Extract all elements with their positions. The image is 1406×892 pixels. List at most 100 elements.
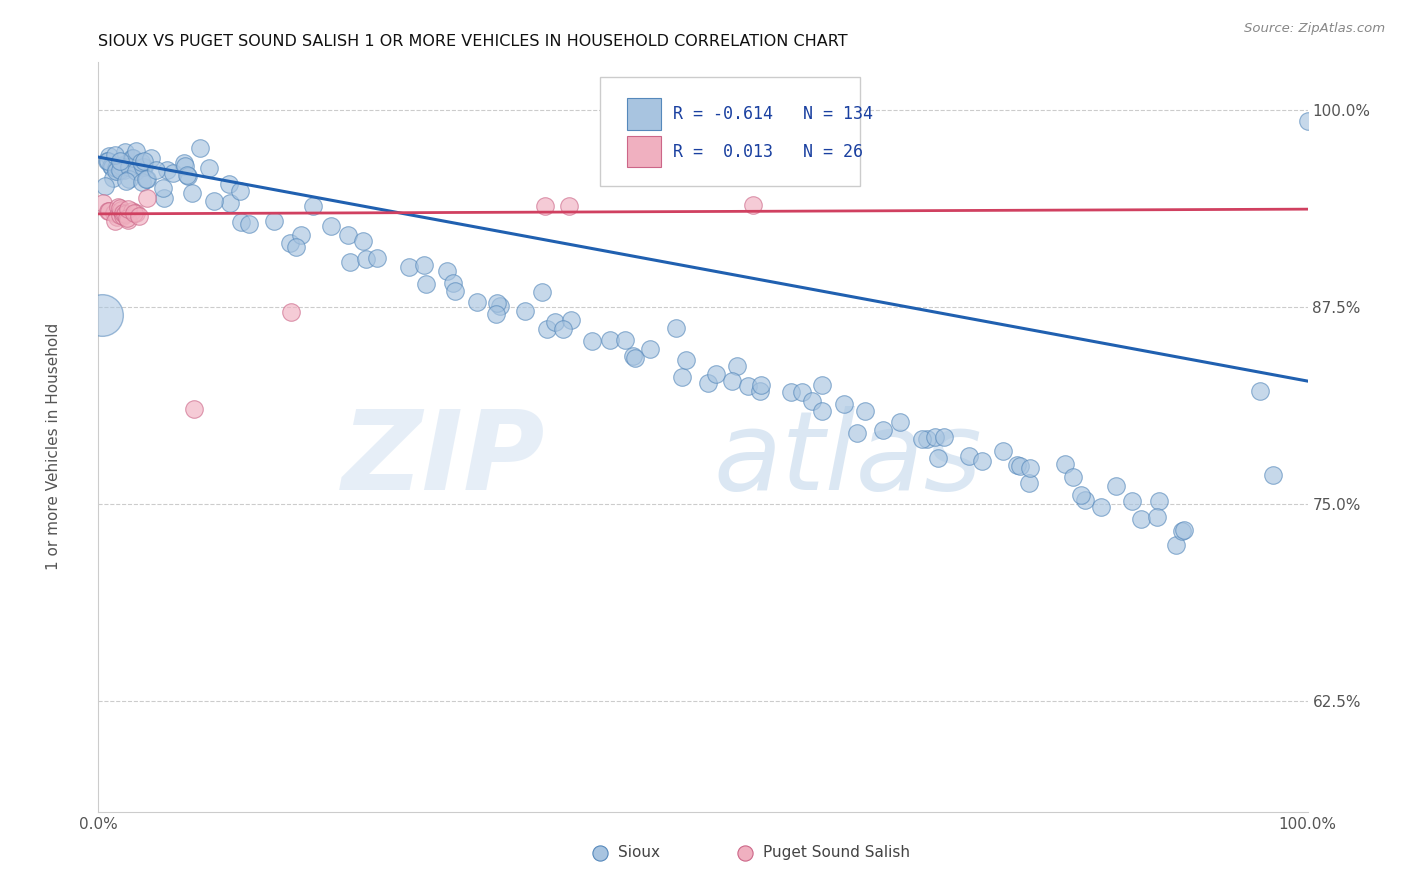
Point bbox=[131, 176, 153, 190]
Point bbox=[513, 303, 536, 318]
Point bbox=[398, 260, 420, 274]
Text: R = -0.614   N = 134: R = -0.614 N = 134 bbox=[673, 105, 873, 123]
Point bbox=[125, 144, 148, 158]
Point bbox=[638, 342, 661, 356]
Point bbox=[104, 214, 127, 228]
Point bbox=[280, 304, 302, 318]
Point bbox=[675, 352, 697, 367]
Point bbox=[93, 195, 115, 210]
Point bbox=[198, 161, 221, 175]
Point bbox=[853, 404, 876, 418]
Point bbox=[560, 313, 582, 327]
Point bbox=[1121, 493, 1143, 508]
Point bbox=[181, 186, 204, 200]
Point bbox=[117, 202, 139, 216]
Point bbox=[1104, 479, 1126, 493]
Point bbox=[1129, 512, 1152, 526]
Point bbox=[1164, 539, 1187, 553]
Point bbox=[1018, 475, 1040, 490]
Point bbox=[118, 161, 141, 175]
Point bbox=[1010, 459, 1032, 474]
Text: Source: ZipAtlas.com: Source: ZipAtlas.com bbox=[1244, 22, 1385, 36]
Point bbox=[1090, 500, 1112, 514]
Point bbox=[302, 198, 325, 212]
Point bbox=[530, 285, 553, 300]
Point bbox=[721, 374, 744, 388]
Point bbox=[132, 160, 155, 174]
Point bbox=[117, 212, 139, 227]
Point bbox=[1070, 488, 1092, 502]
Point bbox=[136, 191, 159, 205]
Point bbox=[114, 207, 136, 221]
Point bbox=[105, 211, 128, 225]
Point bbox=[97, 153, 120, 168]
Point bbox=[124, 206, 146, 220]
Point bbox=[810, 404, 832, 418]
Point bbox=[188, 141, 211, 155]
Point bbox=[108, 154, 131, 169]
Point bbox=[621, 349, 644, 363]
Point bbox=[98, 149, 121, 163]
Point bbox=[229, 184, 252, 198]
Point bbox=[970, 453, 993, 467]
Point bbox=[112, 163, 135, 178]
Point bbox=[792, 384, 814, 399]
Point bbox=[832, 397, 855, 411]
Point bbox=[111, 209, 134, 223]
Point bbox=[336, 227, 359, 242]
Point bbox=[489, 300, 512, 314]
Point bbox=[779, 384, 801, 399]
Point bbox=[115, 211, 138, 225]
Point bbox=[1146, 510, 1168, 524]
Point bbox=[1074, 493, 1097, 508]
Text: R =  0.013   N = 26: R = 0.013 N = 26 bbox=[673, 143, 863, 161]
Text: atlas: atlas bbox=[714, 406, 983, 513]
Point bbox=[441, 276, 464, 290]
Point bbox=[135, 172, 157, 186]
Point bbox=[108, 208, 131, 222]
Point bbox=[114, 145, 136, 159]
Point bbox=[697, 376, 720, 390]
Point bbox=[748, 384, 770, 399]
Point bbox=[173, 156, 195, 170]
Point bbox=[1062, 470, 1084, 484]
Point bbox=[671, 370, 693, 384]
Point bbox=[122, 151, 145, 165]
Point bbox=[121, 152, 143, 166]
Point bbox=[993, 443, 1015, 458]
Point bbox=[145, 163, 167, 178]
Point bbox=[153, 191, 176, 205]
Point bbox=[141, 152, 163, 166]
Point bbox=[872, 424, 894, 438]
Point bbox=[110, 159, 132, 173]
Point bbox=[98, 203, 121, 218]
Point bbox=[105, 164, 128, 178]
Point bbox=[533, 199, 555, 213]
Point bbox=[415, 277, 437, 292]
Point bbox=[354, 252, 377, 266]
Point bbox=[94, 179, 117, 194]
Point bbox=[725, 359, 748, 374]
Point bbox=[800, 394, 823, 409]
Text: 1 or more Vehicles in Household: 1 or more Vehicles in Household bbox=[46, 322, 60, 570]
Point bbox=[115, 173, 138, 187]
Point bbox=[924, 430, 946, 444]
Point bbox=[103, 170, 125, 185]
Point bbox=[957, 450, 980, 464]
Point bbox=[110, 203, 132, 218]
Point bbox=[177, 169, 200, 183]
Point bbox=[927, 451, 949, 466]
Point bbox=[485, 307, 508, 321]
Point bbox=[915, 433, 938, 447]
Point bbox=[811, 377, 834, 392]
Point bbox=[321, 219, 343, 234]
Text: Sioux: Sioux bbox=[619, 846, 661, 861]
Point bbox=[108, 201, 131, 215]
Point bbox=[136, 171, 159, 186]
Point bbox=[1173, 523, 1195, 537]
Point bbox=[1261, 468, 1284, 483]
Point bbox=[120, 160, 142, 174]
Point bbox=[911, 432, 934, 446]
Point bbox=[536, 322, 558, 336]
Point bbox=[444, 284, 467, 298]
